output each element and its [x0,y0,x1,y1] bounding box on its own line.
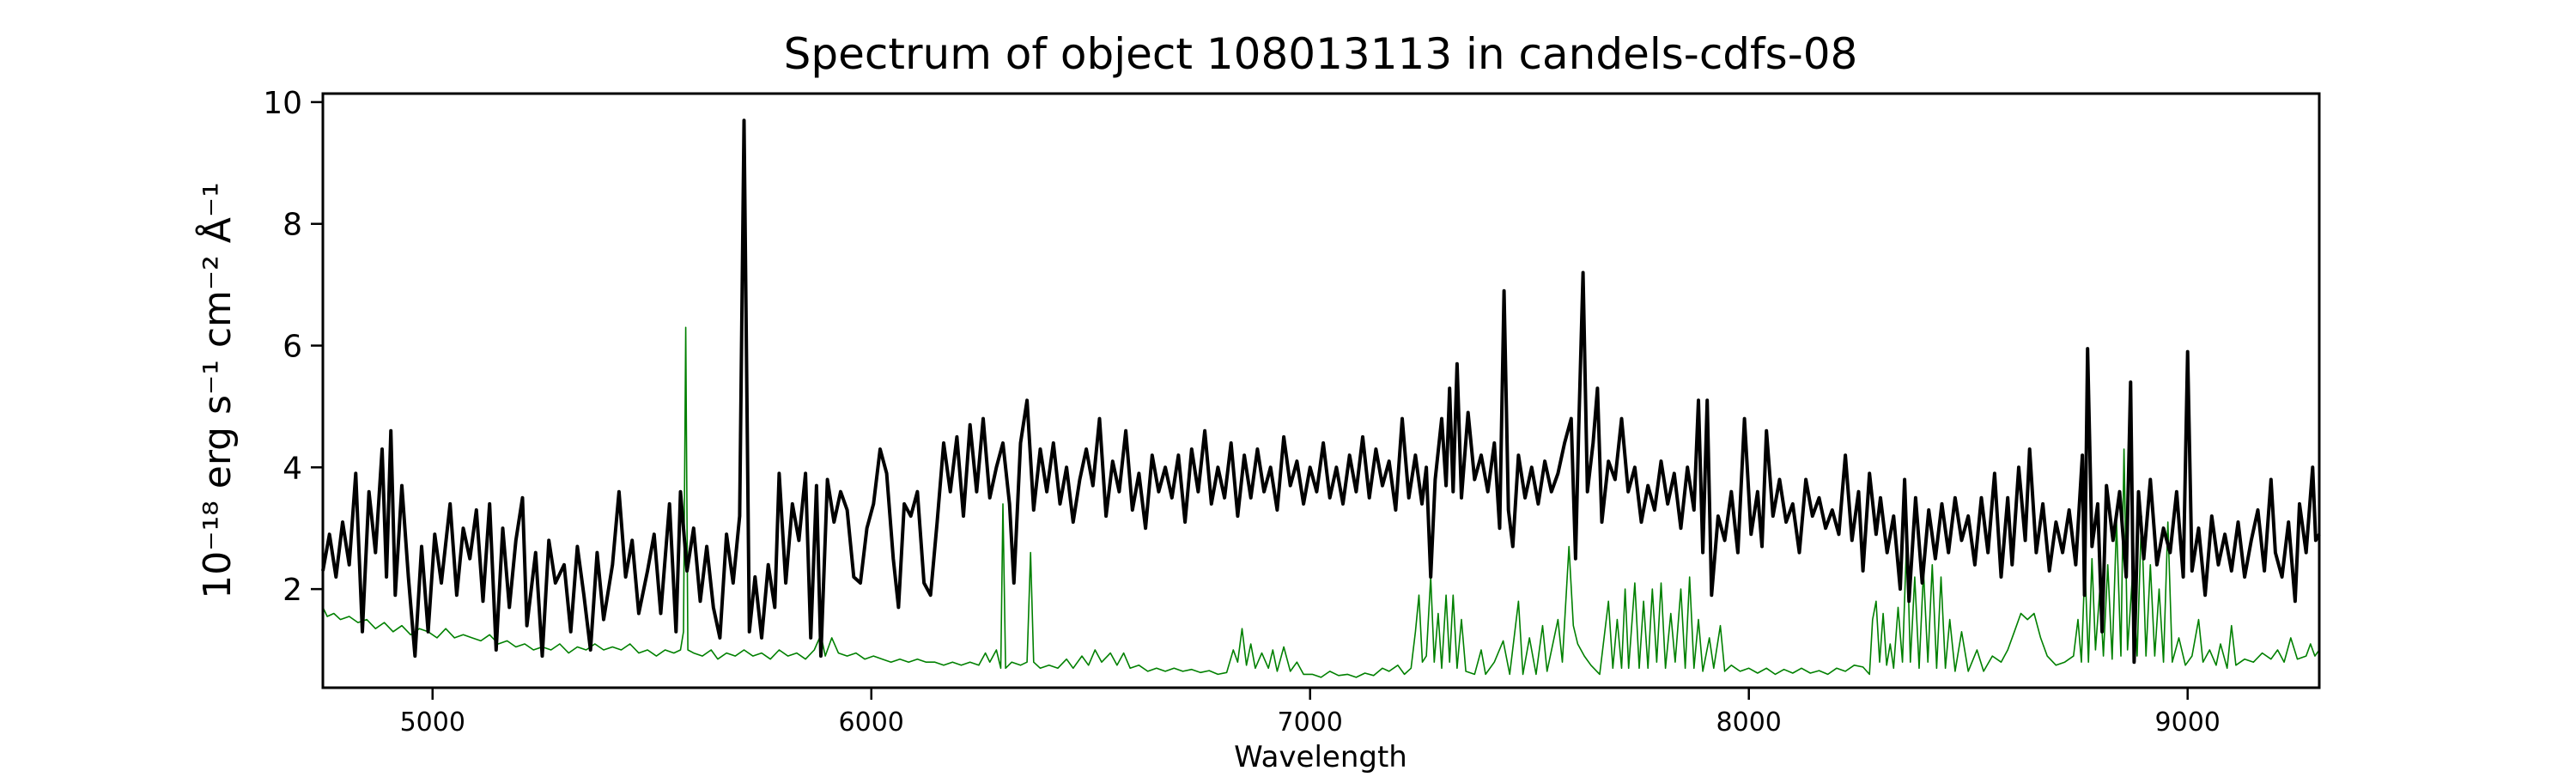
y-tick-label: 4 [283,451,302,486]
noise-series-line [322,326,2320,678]
x-tick-label: 9000 [2155,707,2221,738]
flux-series-line [321,118,2321,665]
y-tick-label: 6 [283,330,302,365]
plot-frame [321,92,2321,689]
x-tick-label: 5000 [400,707,465,738]
y-axis-label: 10⁻¹⁸ erg s⁻¹ cm⁻² Å⁻¹ [194,182,240,598]
chart-title: Spectrum of object 108013113 in candels-… [784,29,1858,79]
x-tick-label: 6000 [839,707,904,738]
ticks-layer: 5000 6000 7000 8000 9000 2 4 6 8 10 [263,86,2221,738]
y-tick-label: 8 [283,208,302,243]
y-tick-label: 2 [283,573,302,608]
x-tick-label: 7000 [1278,707,1343,738]
x-tick-label: 8000 [1716,707,1782,738]
x-axis-label: Wavelength [1234,740,1407,773]
series-layer [321,118,2321,678]
y-tick-label: 10 [263,86,302,121]
